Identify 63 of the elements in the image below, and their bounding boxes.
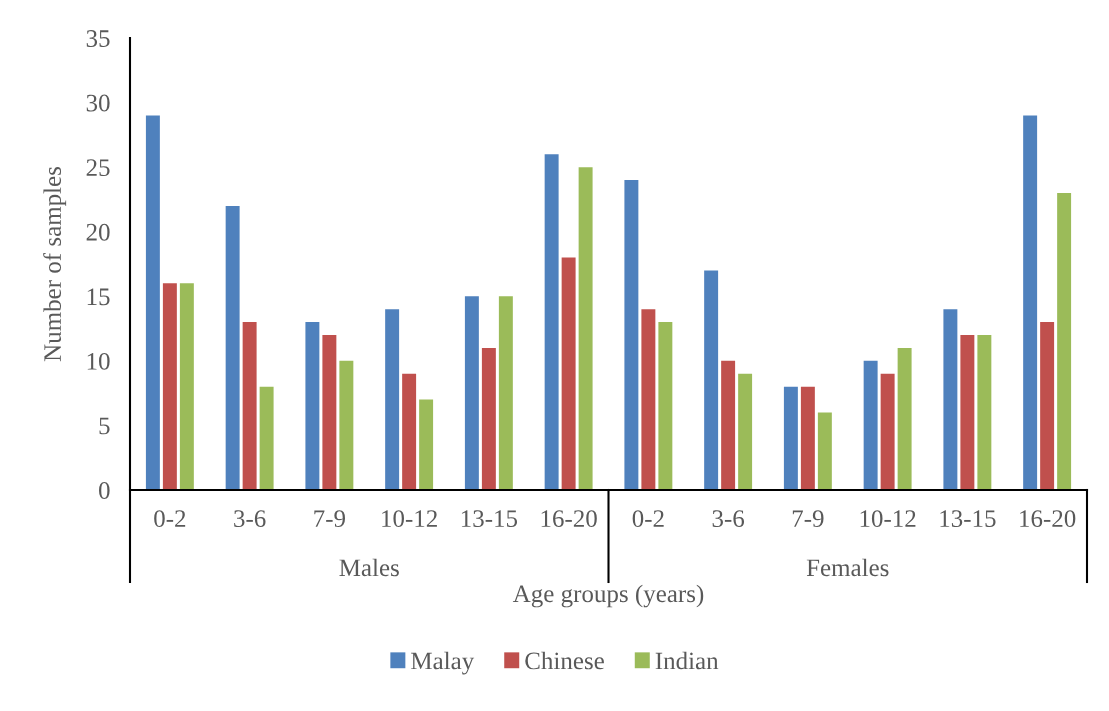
legend-label: Indian <box>655 651 719 670</box>
x-tick-label: 16-20 <box>541 510 597 528</box>
bar <box>259 386 274 490</box>
bar <box>419 399 434 490</box>
bar <box>641 309 656 490</box>
x-tick-label: 0-2 <box>632 510 664 528</box>
y-tick-label: 35 <box>86 30 110 47</box>
bar <box>1023 115 1038 490</box>
bar <box>162 283 177 490</box>
bar <box>544 154 559 490</box>
y-tick-label: 5 <box>99 417 110 435</box>
bar <box>783 386 798 490</box>
bar <box>624 180 639 490</box>
x-tick-label: 7-9 <box>792 510 824 528</box>
bar <box>145 115 160 490</box>
x-tick-label: 16-20 <box>1020 510 1076 528</box>
legend-label: Malay <box>411 651 475 675</box>
x-tick-label: 10-12 <box>860 510 916 528</box>
x-tick-label: 7-9 <box>314 510 346 528</box>
legend-label: Chinese <box>525 651 604 670</box>
y-tick-label: 25 <box>86 159 110 177</box>
bar <box>385 309 400 490</box>
y-tick-label: 20 <box>86 223 110 241</box>
bar <box>561 257 576 490</box>
bar <box>402 373 417 490</box>
x-tick-label: 13-15 <box>940 510 996 528</box>
bar <box>880 373 895 490</box>
bar <box>658 322 673 490</box>
bar <box>1057 192 1072 490</box>
y-tick-label: 15 <box>87 288 110 306</box>
bar <box>704 270 719 490</box>
bar <box>897 347 912 490</box>
bar <box>464 296 479 490</box>
text: Females <box>806 558 889 577</box>
x-tick-label: 0-2 <box>154 510 186 528</box>
y-tick-label: 0 <box>99 482 110 499</box>
bar <box>817 412 832 490</box>
bar <box>943 309 958 490</box>
x-tick-label: 3-6 <box>712 510 745 528</box>
x-tick-label: 10-12 <box>382 510 437 528</box>
bar <box>578 167 593 490</box>
bar <box>800 386 815 490</box>
bar <box>498 296 513 490</box>
x-tick-label: 13-15 <box>461 510 518 528</box>
bar <box>339 360 354 490</box>
bar <box>322 335 337 490</box>
bar <box>481 347 496 490</box>
bar <box>738 373 753 490</box>
bar <box>242 322 257 490</box>
bar <box>977 335 992 490</box>
bar <box>721 360 736 490</box>
y-tick-label: 30 <box>86 94 110 112</box>
x-axis-title: Age groups (years) <box>512 584 704 608</box>
bar <box>225 205 240 490</box>
y-axis-title: Number of samples <box>43 167 67 362</box>
bar <box>179 283 194 490</box>
y-tick-label: 10 <box>87 352 110 370</box>
x-tick-label: 3-6 <box>234 510 266 528</box>
bar <box>960 335 975 490</box>
bar <box>305 322 320 490</box>
bar <box>1040 322 1055 490</box>
bar <box>863 360 878 490</box>
text: Males <box>339 558 399 577</box>
